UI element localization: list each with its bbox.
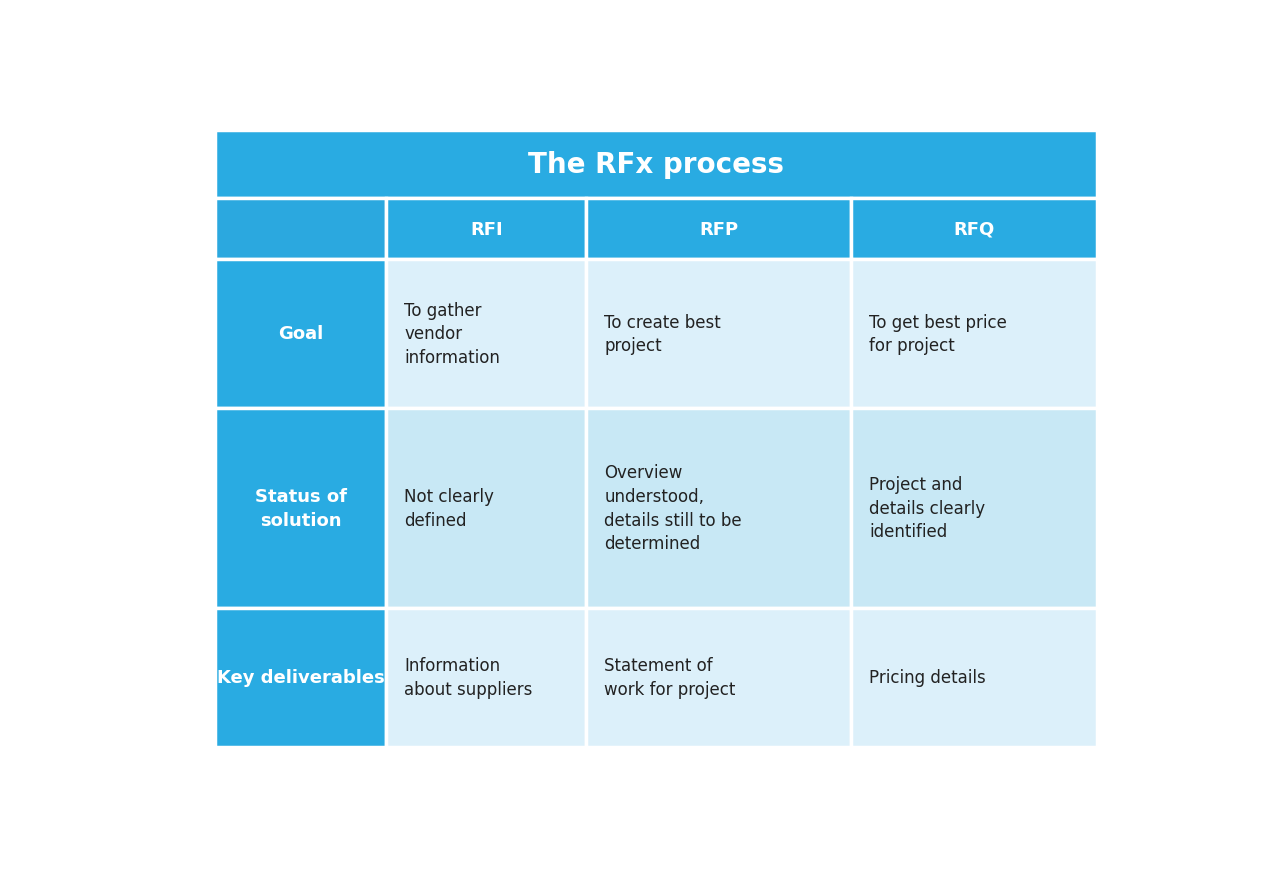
Bar: [215, 131, 1097, 199]
Text: To get best price
for project: To get best price for project: [869, 314, 1007, 355]
Text: To gather
vendor
information: To gather vendor information: [404, 302, 500, 367]
Text: RFQ: RFQ: [954, 221, 995, 238]
Text: Key deliverables: Key deliverables: [216, 668, 384, 687]
Bar: [851, 199, 1097, 260]
Text: To create best
project: To create best project: [604, 314, 721, 355]
Bar: [586, 608, 851, 746]
Text: Pricing details: Pricing details: [869, 668, 986, 687]
Text: Information
about suppliers: Information about suppliers: [404, 657, 532, 698]
Bar: [851, 408, 1097, 608]
Bar: [215, 408, 387, 608]
Text: RFP: RFP: [699, 221, 739, 238]
Bar: [387, 408, 586, 608]
Text: Status of
solution: Status of solution: [255, 488, 347, 529]
Text: Not clearly
defined: Not clearly defined: [404, 488, 494, 529]
Text: The RFx process: The RFx process: [529, 151, 783, 179]
Text: Project and
details clearly
identified: Project and details clearly identified: [869, 475, 986, 541]
Bar: [215, 199, 387, 260]
Bar: [586, 408, 851, 608]
Text: Statement of
work for project: Statement of work for project: [604, 657, 736, 698]
Bar: [851, 608, 1097, 746]
Bar: [586, 199, 851, 260]
Bar: [851, 260, 1097, 408]
Bar: [586, 260, 851, 408]
Text: Goal: Goal: [278, 325, 323, 343]
Bar: [387, 199, 586, 260]
Bar: [215, 260, 387, 408]
Bar: [387, 260, 586, 408]
Text: RFI: RFI: [470, 221, 503, 238]
Bar: [215, 608, 387, 746]
Text: Overview
understood,
details still to be
determined: Overview understood, details still to be…: [604, 464, 742, 553]
Bar: [387, 608, 586, 746]
